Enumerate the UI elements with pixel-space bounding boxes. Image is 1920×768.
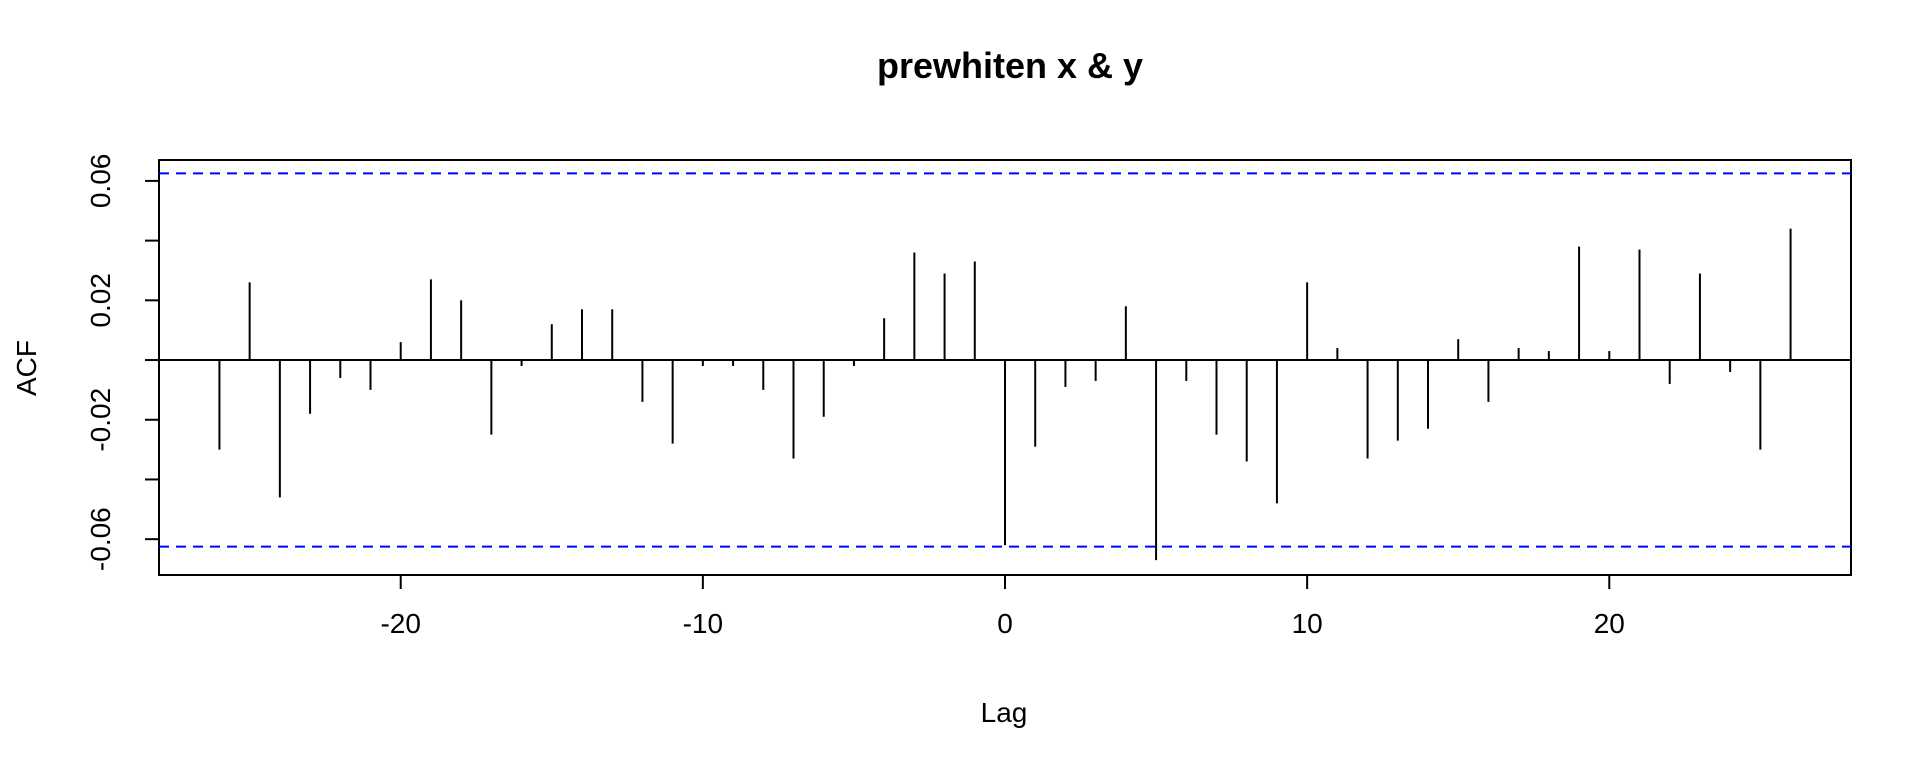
confidence-bounds [159, 172, 1851, 548]
acf-bars [218, 228, 1792, 561]
x-axis-label: Lag [981, 697, 1028, 728]
y-tick-label: 0.06 [85, 154, 116, 209]
x-tick-label: 10 [1292, 608, 1323, 639]
y-axis-label: ACF [11, 340, 42, 396]
y-tick-label: 0.02 [85, 273, 116, 328]
chart-title: prewhiten x & y [877, 45, 1143, 86]
y-tick-label: -0.02 [85, 388, 116, 452]
x-tick-label: 0 [997, 608, 1013, 639]
x-tick-label: -10 [683, 608, 723, 639]
x-tick-label: 20 [1594, 608, 1625, 639]
x-tick-label: -20 [380, 608, 420, 639]
x-axis: -20 -10 0 10 20 [380, 575, 1625, 639]
y-tick-label: -0.06 [85, 507, 116, 571]
y-axis: -0.06 -0.02 0.02 0.06 [85, 154, 159, 571]
